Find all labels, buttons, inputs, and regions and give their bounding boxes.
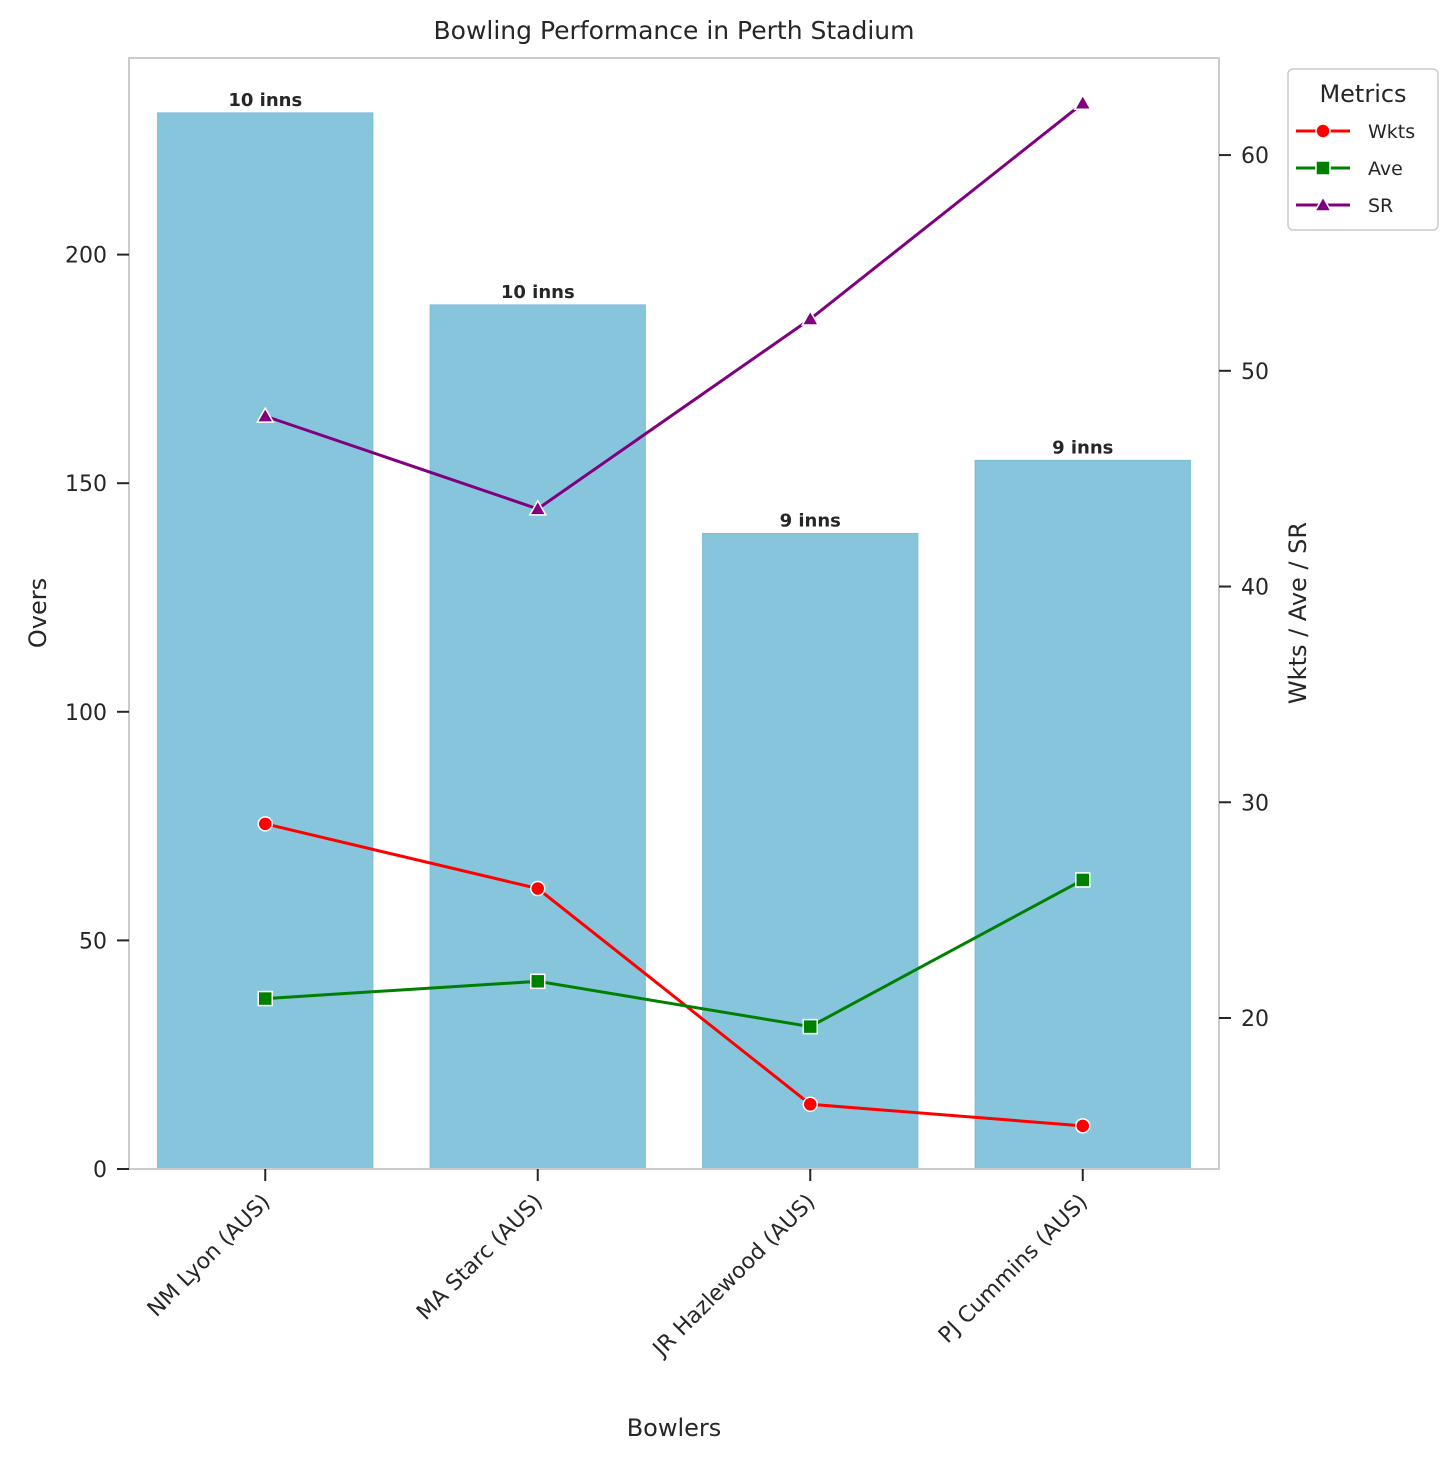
x-tick-label-0: NM Lyon (AUS) bbox=[143, 1190, 275, 1322]
y2-axis-title: Wkts / Ave / SR bbox=[1284, 522, 1312, 704]
y2-tick-label-1: 30 bbox=[1241, 791, 1269, 816]
line-wkts bbox=[264, 822, 1083, 1128]
bar-1 bbox=[429, 304, 646, 1170]
bar-label-0: 10 inns bbox=[228, 90, 302, 111]
y-tick-label-3: 150 bbox=[65, 472, 107, 497]
y2-tick-label-0: 20 bbox=[1241, 1007, 1269, 1032]
line-ave bbox=[265, 878, 1084, 1029]
point-ave-2 bbox=[802, 1018, 818, 1035]
x-tick-label-1: MA Starc (AUS) bbox=[412, 1190, 548, 1326]
legend-marker-sr bbox=[1313, 195, 1333, 212]
y-tick-label-0: 0 bbox=[93, 1158, 107, 1183]
legend-label-wkts: Wkts bbox=[1368, 121, 1415, 143]
bar-label-3: 9 inns bbox=[1052, 437, 1113, 458]
point-ave-3 bbox=[1075, 872, 1091, 888]
bars-layer: 10 inns 10 inns 9 inns 9 inns bbox=[157, 90, 1191, 1170]
bar-label-2: 9 inns bbox=[780, 510, 841, 531]
legend-marker-wkts bbox=[1315, 123, 1331, 139]
point-sr-1 bbox=[528, 499, 548, 516]
line-sr bbox=[264, 102, 1084, 511]
point-wkts-0 bbox=[257, 816, 273, 832]
y2-tick-label-2: 40 bbox=[1241, 576, 1269, 601]
x-tick-label-3: PJ Cummins (AUS) bbox=[934, 1190, 1093, 1349]
x-tick-label-2: JR Hazlewood (AUS) bbox=[647, 1190, 820, 1363]
point-wkts-3 bbox=[1075, 1118, 1091, 1134]
legend-title: Metrics bbox=[1319, 80, 1406, 108]
y2-tick-label-3: 50 bbox=[1241, 360, 1269, 385]
y-tick-label-1: 50 bbox=[79, 929, 107, 954]
point-sr-0 bbox=[255, 406, 275, 423]
chart-title: Bowling Performance in Perth Stadium bbox=[434, 16, 915, 45]
y-tick-label-2: 100 bbox=[65, 701, 107, 726]
point-sr-3 bbox=[1073, 93, 1093, 111]
y-tick-label-4: 200 bbox=[65, 244, 107, 269]
y-axis-title: Overs bbox=[24, 578, 52, 648]
y2-tick-label-4: 60 bbox=[1241, 144, 1269, 169]
bar-3 bbox=[974, 459, 1191, 1170]
x-axis-title: Bowlers bbox=[627, 1414, 722, 1442]
point-wkts-1 bbox=[530, 880, 546, 897]
point-ave-0 bbox=[257, 990, 273, 1007]
legend-label-ave: Ave bbox=[1368, 158, 1403, 180]
legend-layer: Metrics Wkts Ave SR bbox=[1287, 68, 1439, 231]
legend-marker-ave bbox=[1315, 160, 1331, 176]
point-sr-2 bbox=[800, 309, 820, 326]
legend-label-sr: SR bbox=[1368, 195, 1393, 217]
bar-label-1: 10 inns bbox=[501, 282, 575, 303]
bar-0 bbox=[157, 112, 374, 1170]
lines-layer bbox=[255, 93, 1093, 1134]
point-ave-1 bbox=[530, 973, 546, 990]
legend-box bbox=[1287, 68, 1439, 231]
bar-2 bbox=[702, 532, 919, 1170]
point-wkts-2 bbox=[802, 1096, 818, 1113]
plot-frame bbox=[128, 57, 1220, 1170]
